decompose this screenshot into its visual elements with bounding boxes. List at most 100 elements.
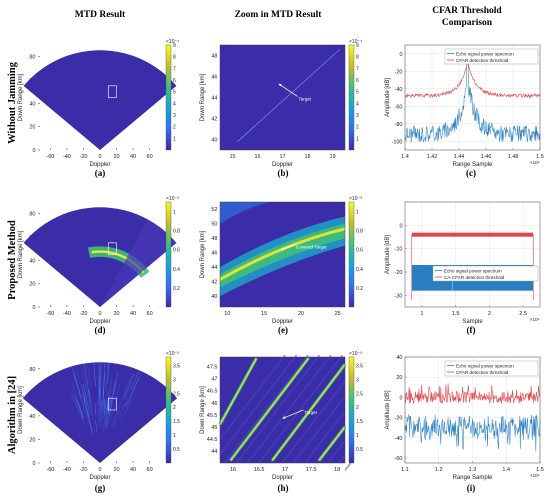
zoom-region-box: [107, 242, 117, 255]
y-tick-label: 47.5: [207, 365, 218, 371]
target-streak-core: [229, 357, 309, 461]
legend-box: [432, 265, 539, 282]
x-tick-label: 20: [298, 311, 304, 317]
colorbar-tick-label: 2: [173, 125, 176, 131]
y-tick-label: 20: [29, 125, 35, 131]
clutter-streak: [81, 384, 86, 402]
target-annotation: Covered Target: [296, 245, 327, 250]
header-col2: Zoom in MTD Result: [235, 10, 323, 20]
axis-box: [219, 44, 346, 151]
x-tick-label: -40: [63, 311, 71, 317]
y-tick-label: 44.5: [207, 437, 218, 443]
threshold-line: [404, 62, 541, 99]
colorbar-tick-label: 7: [173, 66, 176, 72]
colorbar: [165, 201, 172, 308]
y-axis-label: Amplitude [dB]: [385, 390, 391, 429]
heatmap-streak: [219, 354, 298, 455]
heatmap-streak: [224, 354, 309, 464]
y-tick-label: 40: [29, 258, 35, 264]
x-tick-label: -40: [63, 467, 71, 473]
clutter-streak: [104, 401, 106, 417]
caption-d: (d): [95, 325, 106, 335]
panel-a: -60-40-200204060020406080DopplerDown Ran…: [18, 39, 179, 168]
y-tick-label: 50: [211, 222, 217, 228]
legend-box: [444, 360, 539, 377]
panel-g: -60-40-200204060020406080DopplerDown Ran…: [18, 351, 180, 481]
sector-shade: [100, 219, 177, 307]
colorbar-tick-label: 3: [173, 113, 176, 119]
clutter-streak: [84, 363, 90, 396]
target-annotation: Target: [299, 96, 312, 101]
x-tick-label: -40: [63, 154, 71, 160]
colorbar-tick-label: 4: [356, 101, 359, 107]
target-streak-core: [318, 426, 346, 461]
x-tick-label: 0: [98, 467, 101, 473]
caption-i: (i): [467, 483, 476, 493]
y-tick-label: 46: [211, 75, 217, 81]
colorbar-tick-label: 1: [173, 433, 176, 439]
x-tick-label: 1.46: [481, 154, 492, 160]
clutter-streak: [105, 390, 108, 405]
clutter-streak: [113, 406, 121, 427]
x-tick-label: 19: [329, 154, 335, 160]
colorbar-tick-label: 0.4: [173, 267, 180, 273]
clutter-streak: [97, 399, 99, 422]
target-annotation: Target: [304, 410, 317, 415]
legend-label-echo: Echo signal power spectrum: [444, 268, 502, 273]
radar-sector: [23, 207, 177, 307]
colorbar-tick-label: 3: [173, 377, 176, 383]
y-axis-label: Down Range [km]: [18, 386, 24, 434]
y-tick-label: -30: [395, 293, 403, 299]
y-tick-label: 44: [211, 449, 217, 455]
clutter-streak: [77, 401, 85, 418]
colorbar-tick-label: 8: [356, 55, 359, 61]
threshold-band: [411, 232, 534, 237]
plot-area: [405, 202, 540, 307]
y-tick-label: 0: [399, 52, 402, 58]
y-tick-label: 20: [396, 375, 402, 381]
x-tick-label: 16.5: [254, 467, 265, 473]
clutter-streak: [101, 397, 103, 421]
y-tick-label: 80: [29, 55, 35, 61]
x-tick-label: 60: [147, 154, 153, 160]
x-tick-label: 1.44: [454, 154, 465, 160]
x-tick-label: 1.42: [427, 154, 438, 160]
header-col3-line2: Comparison: [442, 18, 493, 28]
y-tick-label: 52: [211, 207, 217, 213]
clutter-streak: [122, 374, 132, 400]
colorbar-tick-label: 1.5: [173, 419, 180, 425]
caption-b: (b): [278, 168, 289, 178]
colorbar-tick-label: 0.2: [173, 286, 180, 292]
x-axis-exponent: ×10⁴: [530, 317, 540, 322]
legend-box: [444, 48, 539, 65]
y-axis-label: Amplitude [dB]: [385, 235, 391, 274]
x-axis-label: Doppler: [272, 475, 293, 481]
panel-e: 10 15 20 25 40 42 44 46 48 50 52 Doppler Down Range …: [200, 196, 363, 325]
y-axis-label: Down Range [km]: [200, 73, 206, 121]
clutter-streak: [107, 375, 112, 401]
colorbar-tick-label: 0.5: [173, 447, 180, 453]
x-axis-label: Doppler: [89, 475, 110, 481]
heatmap-streak: [258, 354, 343, 464]
y-tick-label: 20: [29, 282, 35, 288]
caption-a: (a): [95, 168, 106, 178]
x-tick-label: 20: [113, 467, 119, 473]
colorbar-tick-label: 7: [356, 66, 359, 72]
x-tick-label: 2: [488, 311, 491, 317]
x-tick-label: 17.5: [306, 467, 317, 473]
axis-box: [404, 44, 541, 151]
caption-g: (g): [95, 483, 106, 493]
colorbar-exponent: ×10⁻³: [166, 196, 179, 202]
panel-h: 16 16.5 17 17.5 18 44 44.5 45 45.5 46 46.5 47 47.5 Do…: [200, 351, 363, 481]
colorbar-tick-label: 0.8: [356, 229, 363, 235]
clutter-streak: [114, 384, 120, 403]
clutter-streak: [102, 363, 106, 398]
x-tick-label: 1.5: [536, 467, 544, 473]
y-axis-label: Down Range [km]: [18, 73, 24, 121]
y-tick-label: 20: [29, 437, 35, 443]
heatmap-band-mid: [220, 223, 345, 288]
axis-box: [404, 356, 541, 464]
colorbar: [348, 356, 355, 464]
y-tick-label: -60: [395, 104, 403, 110]
